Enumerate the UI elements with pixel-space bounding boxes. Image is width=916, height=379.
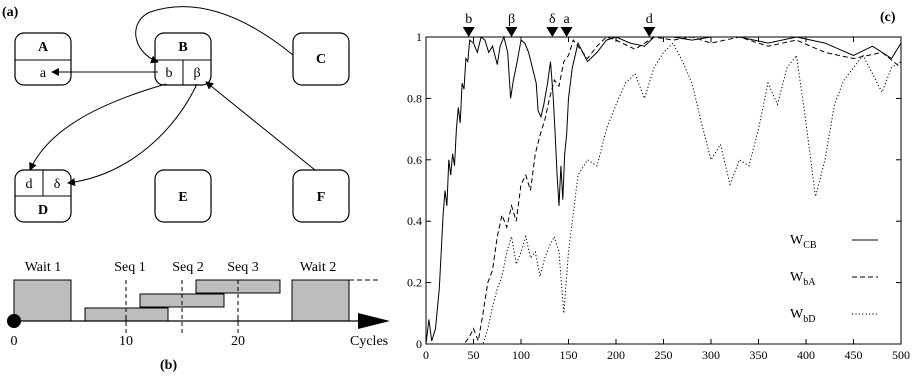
panel-b: Wait 1 Seq 1 Seq 2 Seq 3 Wait 2 0 10 20 … [7,260,390,373]
node-d-label: D [38,203,48,218]
tick-label-20: 20 [231,334,245,349]
x-tick-label: 250 [655,348,673,362]
x-tick-label: 400 [797,348,815,362]
event-marker-triangle [505,27,518,37]
series-line-ba [426,36,902,345]
node-a: A a [14,32,72,86]
y-tick-label: 0.6 [407,153,422,167]
tick-label-10: 10 [119,334,133,349]
panel-c-chart: 0 0.2 0.4 0.6 0.8 1 0 50 100 150 200 250 300 350 400 4… [407,10,910,362]
panel-a: (a) A a B b β C d δ D [2,5,350,223]
node-c: C [292,32,350,86]
y-tick-label: 0.4 [407,214,422,228]
event-marker-triangle [546,27,559,37]
x-tick-label: 150 [560,348,578,362]
plot-frame [425,36,902,345]
port-beta: β [193,66,200,81]
timeline-origin-dot [7,314,21,328]
legend-label: WCB [790,233,817,251]
x-tick-label: 350 [750,348,768,362]
y-tick-label: 0.2 [407,276,422,290]
node-f-label: F [317,190,326,205]
port-b: b [166,66,173,81]
edge-f-to-beta [205,81,316,171]
label-seq-2: Seq 2 [172,260,204,275]
port-a: a [40,66,47,81]
x-axis: 0 50 100 150 200 250 300 350 400 450 500 [423,37,910,362]
edge-beta-to-delta [67,83,198,187]
event-marker-triangle [462,27,475,37]
label-seq-3: Seq 3 [227,260,259,275]
timeline-axis-arrow-icon [358,313,390,329]
node-e: E [154,169,212,223]
legend-label: WbA [790,270,816,288]
node-c-label: C [316,52,326,67]
node-b-label: B [178,40,187,55]
y-tick-label: 1 [416,30,422,44]
port-delta: δ [54,177,61,192]
wait-2-block [291,279,350,322]
node-d: d δ D [14,169,72,223]
y-axis: 0 0.2 0.4 0.6 0.8 1 [407,30,901,351]
x-tick-label: 500 [892,348,910,362]
port-d: d [26,177,33,192]
edge-c-to-b [135,6,294,64]
x-tick-label: 300 [702,348,720,362]
node-e-label: E [178,190,187,205]
event-marker-triangle [560,27,573,37]
y-tick-label: 0 [416,337,422,351]
event-marker-label: β [508,12,515,27]
event-marker-label: a [563,12,570,27]
panel-b-label: (b) [160,358,177,373]
series-layer [425,35,902,345]
wait-1-block [13,279,72,322]
label-wait-2: Wait 2 [300,260,337,275]
panel-c-label: (c) [880,10,896,25]
x-tick-label: 450 [845,348,863,362]
event-marker-label: δ [549,12,556,27]
legend: WCB WbA WbD [790,233,878,325]
node-b: B b β [154,32,212,86]
series-line-bd [426,42,902,345]
edge-b-to-d [29,83,167,171]
node-f: F [292,169,350,223]
y-tick-label: 0.8 [407,91,422,105]
timeline-axis-label: Cycles [350,334,388,349]
series-line-cb [425,35,902,345]
event-marker-label: d [646,12,653,27]
label-wait-1: Wait 1 [25,260,62,275]
label-seq-1: Seq 1 [114,260,146,275]
x-tick-label: 50 [468,348,480,362]
x-tick-label: 0 [423,348,429,362]
tick-label-0: 0 [11,334,18,349]
x-tick-label: 100 [512,348,530,362]
panel-a-label: (a) [2,5,19,20]
x-tick-label: 200 [607,348,625,362]
event-marker-triangle [643,27,656,37]
event-marker-label: b [465,12,472,27]
legend-label: WbD [790,307,815,325]
node-a-label: A [38,40,49,55]
